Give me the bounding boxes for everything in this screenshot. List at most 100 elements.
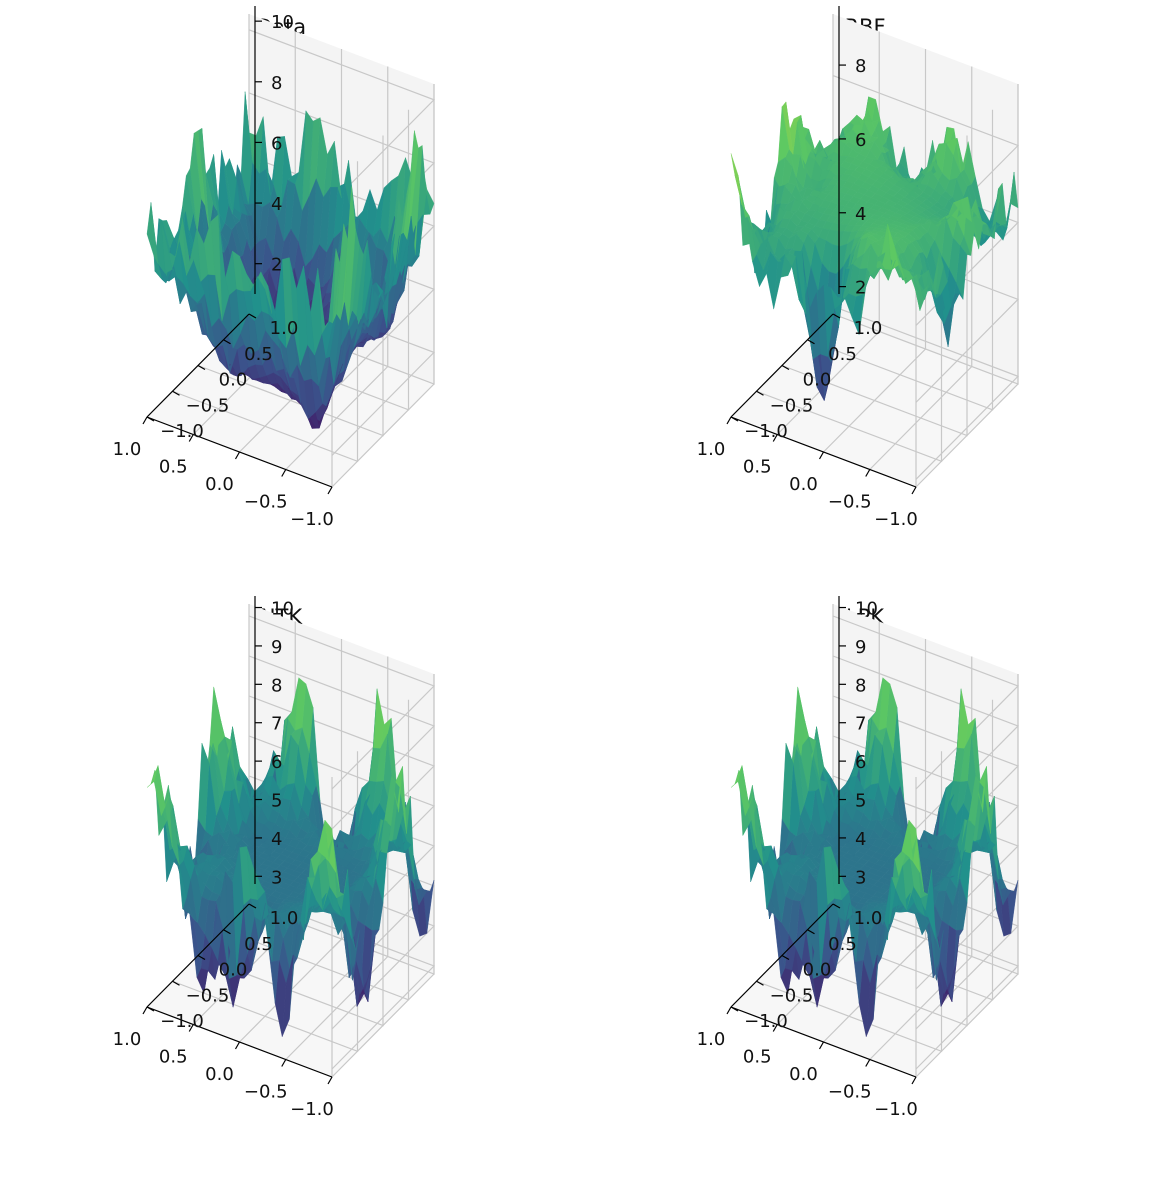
x-tick-label: −0.5 [244, 1082, 288, 1103]
x-tick-mark [818, 1041, 825, 1050]
z-tick-label: 3 [855, 867, 866, 888]
x-tick-mark [327, 1076, 333, 1085]
surface [730, 677, 1019, 1037]
y-tick-label: 0.5 [244, 344, 273, 365]
z-tick-label: 6 [855, 130, 866, 151]
y-tick-mark [248, 903, 257, 909]
subplot-rbf: RBF −1.0−0.50.00.51.0−1.0−0.50.00.51.024… [697, 6, 1020, 530]
y-tick-mark [756, 390, 764, 396]
axes-3d: −1.0−0.50.00.51.0−1.0−0.50.00.51.0345678… [113, 596, 436, 1120]
y-tick-label: 0.0 [219, 960, 248, 981]
z-tick-label: 6 [271, 133, 282, 154]
x-tick-label: 0.0 [789, 474, 818, 495]
y-tick-label: 0.0 [803, 960, 832, 981]
y-tick-label: −0.5 [186, 395, 230, 416]
x-tick-mark [142, 1006, 148, 1015]
grid-line [248, 615, 436, 790]
subplot-lpk: LPK −1.0−0.50.00.51.0−1.0−0.50.00.51.034… [697, 596, 1020, 1120]
grid-line [832, 615, 1020, 790]
y-tick-mark [146, 1006, 155, 1012]
grid-line [832, 84, 1019, 385]
grid-line [248, 895, 436, 1070]
x-tick-label: 1.0 [697, 1029, 726, 1050]
x-tick-label: −0.5 [828, 492, 872, 513]
x-tick-mark [865, 469, 871, 477]
y-tick-mark [807, 339, 815, 345]
x-tick-mark [818, 451, 825, 460]
x-tick-mark [726, 1006, 732, 1015]
x-tick-mark [865, 1059, 871, 1067]
x-tick-mark [234, 451, 241, 460]
x-tick-mark [772, 434, 778, 442]
surface-facet [730, 153, 743, 205]
subplot-ntk: NTK −1.0−0.50.00.51.0−1.0−0.50.00.51.034… [113, 596, 436, 1120]
y-tick-mark [807, 929, 815, 935]
subplot-data: Data −1.0−0.50.00.51.0−1.0−0.50.00.51.02… [113, 6, 436, 530]
y-tick-label: 1.0 [854, 318, 883, 339]
z-tick-label: 6 [855, 752, 866, 773]
y-tick-mark [223, 339, 231, 345]
x-tick-label: −0.5 [244, 492, 288, 513]
surface-facet [146, 765, 159, 788]
z-tick-label: 5 [855, 791, 866, 812]
z-tick-label: 8 [271, 73, 282, 94]
y-tick-mark [781, 954, 790, 961]
x-tick-mark [188, 434, 194, 442]
x-tick-mark [281, 1059, 287, 1067]
surface [146, 677, 435, 1037]
z-tick-label: 6 [271, 752, 282, 773]
y-tick-label: −1.0 [744, 421, 788, 442]
z-tick-label: 9 [271, 637, 282, 658]
grid-line [248, 29, 436, 204]
x-tick-label: −1.0 [874, 509, 918, 530]
z-tick-label: 4 [855, 204, 866, 225]
grid-line [832, 895, 1020, 1070]
y-tick-mark [197, 954, 206, 961]
z-tick-label: 8 [855, 56, 866, 77]
y-tick-mark [730, 416, 739, 422]
y-tick-label: −1.0 [744, 1011, 788, 1032]
x-tick-label: 0.5 [159, 1047, 188, 1068]
y-tick-label: 1.0 [270, 908, 299, 929]
surface-facet [730, 765, 743, 788]
grid-line [832, 305, 1020, 480]
z-tick-label: 2 [271, 255, 282, 276]
z-tick-label: 7 [271, 714, 282, 735]
z-tick-label: 3 [271, 867, 282, 888]
y-tick-label: 0.0 [803, 370, 832, 391]
x-tick-mark [281, 469, 287, 477]
y-tick-mark [146, 416, 155, 422]
grid-line [832, 674, 1019, 975]
z-tick-label: 10 [855, 599, 878, 620]
z-tick-label: 7 [855, 714, 866, 735]
z-tick-label: 8 [271, 675, 282, 696]
y-tick-mark [756, 980, 764, 986]
x-tick-label: 1.0 [113, 439, 142, 460]
y-tick-label: −0.5 [186, 985, 230, 1006]
x-tick-mark [772, 1024, 778, 1032]
y-tick-label: −1.0 [160, 421, 204, 442]
z-tick-label: 4 [271, 194, 282, 215]
x-tick-mark [911, 486, 917, 495]
x-tick-label: −1.0 [874, 1099, 918, 1120]
y-tick-mark [781, 364, 790, 371]
x-tick-mark [142, 416, 148, 425]
x-tick-mark [234, 1041, 241, 1050]
y-tick-mark [832, 313, 841, 319]
z-tick-label: 5 [271, 791, 282, 812]
x-tick-label: 0.0 [789, 1064, 818, 1085]
y-tick-label: 1.0 [854, 908, 883, 929]
x-tick-label: −1.0 [290, 1099, 334, 1120]
x-tick-label: 0.0 [205, 474, 234, 495]
y-tick-label: 0.5 [828, 344, 857, 365]
y-tick-label: 1.0 [270, 318, 299, 339]
y-tick-mark [172, 390, 180, 396]
surface [146, 91, 435, 429]
x-tick-label: 1.0 [113, 1029, 142, 1050]
z-tick-label: 10 [271, 599, 294, 620]
y-tick-mark [248, 313, 257, 319]
x-tick-label: 0.5 [743, 1047, 772, 1068]
y-tick-mark [172, 980, 180, 986]
